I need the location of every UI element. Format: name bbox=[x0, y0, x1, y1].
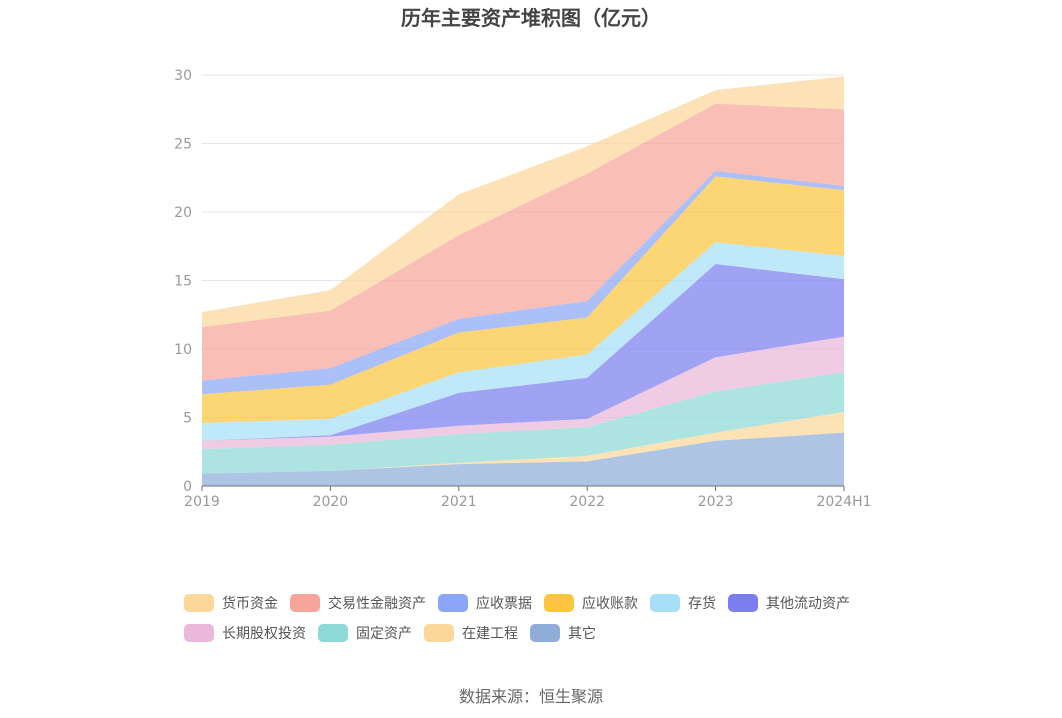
legend-item[interactable]: 货币资金 bbox=[184, 593, 278, 613]
legend-row-2: 长期股权投资 固定资产 在建工程 其它 bbox=[184, 618, 904, 648]
series-area-在建工程 bbox=[202, 412, 844, 474]
legend-swatch bbox=[424, 624, 454, 642]
legend-swatch bbox=[438, 594, 468, 612]
legend-item[interactable]: 在建工程 bbox=[424, 623, 518, 643]
x-tick-label: 2022 bbox=[569, 494, 605, 510]
y-tick-label: 30 bbox=[174, 68, 192, 84]
legend-swatch bbox=[184, 624, 214, 642]
legend-label: 交易性金融资产 bbox=[328, 596, 426, 612]
legend-swatch bbox=[728, 594, 758, 612]
x-tick-label: 2021 bbox=[441, 494, 477, 510]
legend-label: 应收账款 bbox=[582, 596, 638, 612]
legend-item[interactable]: 固定资产 bbox=[318, 623, 412, 643]
series-area-货币资金 bbox=[202, 76, 844, 328]
legend-label: 货币资金 bbox=[222, 596, 278, 612]
legend-item[interactable]: 应收票据 bbox=[438, 593, 532, 613]
legend-swatch bbox=[650, 594, 680, 612]
legend-label: 应收票据 bbox=[476, 596, 532, 612]
series-area-存货 bbox=[202, 242, 844, 441]
x-tick-label: 2024H1 bbox=[816, 494, 871, 510]
y-tick-label: 25 bbox=[174, 137, 192, 153]
legend-swatch bbox=[184, 594, 214, 612]
legend-row-1: 货币资金 交易性金融资产 应收票据 应收账款 存货 其他流动资产 bbox=[184, 588, 904, 618]
legend-swatch bbox=[318, 624, 348, 642]
y-tick-label: 10 bbox=[174, 342, 192, 358]
legend-item[interactable]: 存货 bbox=[650, 593, 716, 613]
series-area-固定资产 bbox=[202, 372, 844, 474]
series-area-交易性金融资产 bbox=[202, 103, 844, 381]
chart-title: 历年主要资产堆积图（亿元） bbox=[401, 6, 661, 30]
legend-item[interactable]: 其它 bbox=[530, 623, 596, 643]
legend-item[interactable]: 其他流动资产 bbox=[728, 593, 850, 613]
series-area-其他流动资产 bbox=[202, 264, 844, 441]
legend-label: 长期股权投资 bbox=[222, 626, 306, 642]
legend-item[interactable]: 交易性金融资产 bbox=[290, 593, 426, 613]
series-area-其它 bbox=[202, 432, 844, 486]
y-tick-label: 5 bbox=[183, 411, 192, 427]
series-area-长期股权投资 bbox=[202, 336, 844, 450]
y-tick-label: 0 bbox=[183, 479, 192, 495]
y-tick-label: 15 bbox=[174, 274, 192, 290]
series-area-应收账款 bbox=[202, 176, 844, 423]
legend-label: 其它 bbox=[568, 626, 596, 642]
source-note: 数据来源：恒生聚源 bbox=[458, 687, 603, 706]
legend-label: 存货 bbox=[688, 596, 716, 612]
legend-item[interactable]: 应收账款 bbox=[544, 593, 638, 613]
legend: 货币资金 交易性金融资产 应收票据 应收账款 存货 其他流动资产 长期股权投资 固定资产 在建… bbox=[184, 588, 904, 648]
legend-label: 在建工程 bbox=[462, 626, 518, 642]
x-tick-label: 2020 bbox=[313, 494, 349, 510]
legend-swatch bbox=[290, 594, 320, 612]
x-tick-label: 2023 bbox=[698, 494, 734, 510]
legend-label: 固定资产 bbox=[356, 626, 412, 642]
legend-swatch bbox=[530, 624, 560, 642]
legend-item[interactable]: 长期股权投资 bbox=[184, 623, 306, 643]
y-tick-label: 20 bbox=[174, 205, 192, 221]
legend-label: 其他流动资产 bbox=[766, 596, 850, 612]
x-tick-label: 2019 bbox=[184, 494, 220, 510]
legend-swatch bbox=[544, 594, 574, 612]
